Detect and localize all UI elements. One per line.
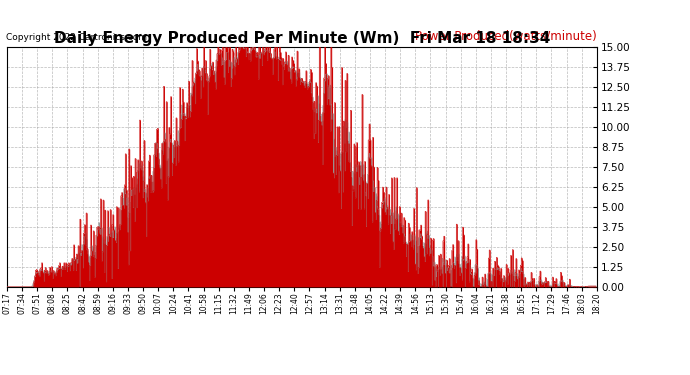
Text: Copyright 2022 Cartronics.com: Copyright 2022 Cartronics.com [6, 33, 147, 42]
Text: Power Produced(watts/minute): Power Produced(watts/minute) [415, 29, 597, 42]
Title: Daily Energy Produced Per Minute (Wm)  Fri Mar 18 18:34: Daily Energy Produced Per Minute (Wm) Fr… [54, 31, 550, 46]
